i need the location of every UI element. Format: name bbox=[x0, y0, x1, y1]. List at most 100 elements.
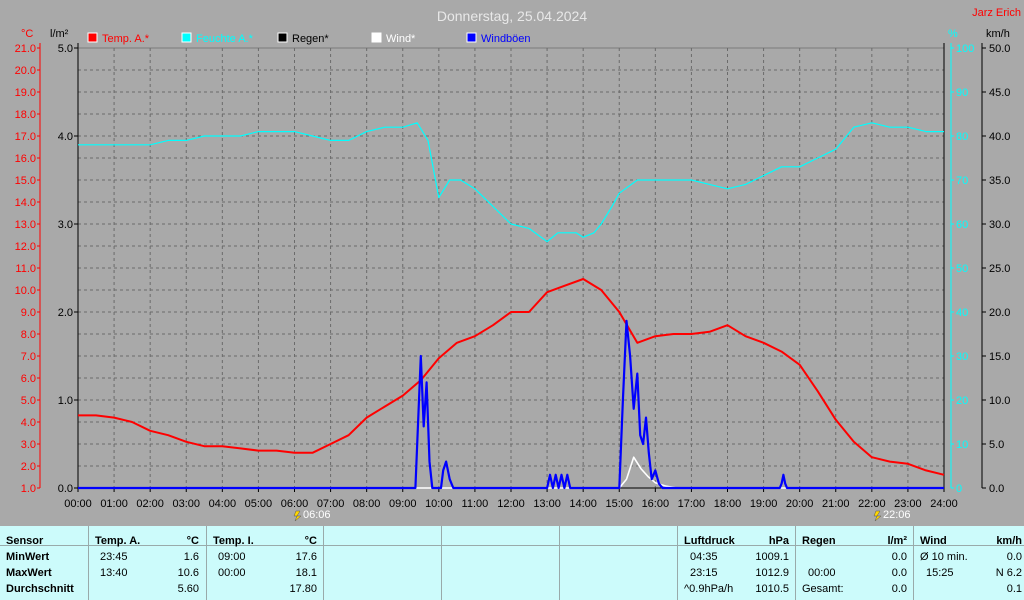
wind-axis-tick-label: 25.0 bbox=[989, 263, 1010, 275]
time-axis-tick-label: 07:00 bbox=[317, 498, 345, 510]
humidity-axis-tick-label: 90 bbox=[956, 87, 968, 99]
legend-label-rain: Regen* bbox=[292, 33, 329, 45]
series-line-temp-a bbox=[78, 278, 945, 476]
temp-a-max-value: 10.6 bbox=[177, 567, 199, 579]
wind-axis-tick-label: 50.0 bbox=[989, 43, 1010, 55]
temp-axis-tick-label: 9.0 bbox=[21, 307, 36, 319]
humidity-axis-tick-label: 0 bbox=[956, 483, 962, 495]
legend-label-wind: Wind* bbox=[386, 33, 416, 45]
legend-label-temp: Temp. A.* bbox=[102, 33, 150, 45]
time-axis-tick-label: 23:00 bbox=[894, 498, 922, 510]
time-axis-tick-label: 12:00 bbox=[497, 498, 525, 510]
wind-unit-label: km/h bbox=[986, 28, 1010, 40]
legend-item-humidity: Feuchte A.* bbox=[181, 32, 254, 45]
temp-axis-tick-label: 1.0 bbox=[21, 483, 36, 495]
weather-chart: 1.0 2.0 3.0 4.0 5.0 6.0 7.0 8.0 9.0 10.0 11.0 12.0 1… bbox=[15, 7, 1021, 522]
rain-unit-label: l/m² bbox=[50, 28, 69, 40]
series-line-feuchte-a bbox=[78, 122, 944, 243]
temp-i-header: Temp. I. bbox=[213, 535, 254, 547]
temp-axis-tick-label: 4.0 bbox=[21, 417, 36, 429]
rain-max-time: 00:00 bbox=[808, 567, 836, 579]
temp-a-avg-value: 5.60 bbox=[177, 583, 199, 595]
legend-swatch-humidity bbox=[181, 32, 192, 43]
temp-axis-tick-label: 11.0 bbox=[15, 263, 36, 275]
humidity-axis-tick-label: 20 bbox=[956, 395, 968, 407]
stats-divider bbox=[88, 526, 89, 600]
humidity-axis-tick-label: 30 bbox=[956, 351, 968, 363]
pressure-min-time: 04:35 bbox=[690, 551, 718, 563]
pressure-avg-value: 1010.5 bbox=[755, 583, 789, 595]
time-axis-tick-label: 16:00 bbox=[642, 498, 670, 510]
chart-grid bbox=[78, 48, 944, 488]
wind-axis-tick-label: 10.0 bbox=[989, 395, 1010, 407]
wind-avg10-value: 0.0 bbox=[1006, 551, 1022, 563]
temp-i-max-time: 00:00 bbox=[218, 567, 246, 579]
wind-axis-tick-label: 35.0 bbox=[989, 175, 1010, 187]
stats-divider bbox=[323, 526, 324, 600]
chart-legend: Temp. A.* Feuchte A.* Regen* Wind* Windb… bbox=[87, 32, 531, 45]
humidity-axis-tick-label: 40 bbox=[956, 307, 968, 319]
time-axis-tick-label: 24:00 bbox=[930, 498, 958, 510]
sunset-time: 22:06 bbox=[883, 509, 911, 521]
time-axis-tick-label: 00:00 bbox=[64, 498, 92, 510]
time-axis-tick-label: 04:00 bbox=[209, 498, 237, 510]
pressure-max-time: 23:15 bbox=[690, 567, 718, 579]
legend-label-humidity: Feuchte A.* bbox=[196, 33, 254, 45]
legend-item-gusts: Windböen bbox=[466, 32, 531, 45]
rain-axis-tick-label: 3.0 bbox=[58, 219, 73, 231]
temp-axis-tick-label: 10.0 bbox=[15, 285, 36, 297]
legend-swatch-gusts bbox=[466, 32, 477, 43]
time-axis-tick-label: 05:00 bbox=[245, 498, 273, 510]
time-axis-tick-label: 08:00 bbox=[353, 498, 381, 510]
time-axis-tick-label: 11:00 bbox=[462, 498, 489, 510]
temp-i-avg-value: 17.80 bbox=[289, 583, 317, 595]
rain-axis-tick-label: 0.0 bbox=[58, 483, 73, 495]
pressure-trend: ^0.9hPa/h bbox=[684, 583, 734, 595]
stats-divider bbox=[795, 526, 796, 600]
time-axis-tick-label: 03:00 bbox=[172, 498, 200, 510]
temp-axis-tick-label: 19.0 bbox=[15, 87, 36, 99]
time-axis-tick-label: 10:00 bbox=[425, 498, 453, 510]
temp-i-min-time: 09:00 bbox=[218, 551, 246, 563]
legend-item-rain: Regen* bbox=[277, 32, 329, 45]
temp-axis-tick-label: 12.0 bbox=[15, 241, 36, 253]
rain-unit: l/m² bbox=[887, 535, 907, 547]
legend-swatch-wind bbox=[371, 32, 382, 43]
stats-divider bbox=[441, 526, 442, 600]
wind-max-time: 15:25 bbox=[926, 567, 954, 579]
humidity-axis-tick-label: 10 bbox=[956, 439, 968, 451]
temp-i-min-value: 17.6 bbox=[295, 551, 317, 563]
temp-a-unit: °C bbox=[186, 535, 199, 547]
rain-min-value: 0.0 bbox=[891, 551, 907, 563]
pressure-max-value: 1012.9 bbox=[755, 567, 789, 579]
temp-a-header: Temp. A. bbox=[95, 535, 141, 547]
rain-total-value: 0.0 bbox=[891, 583, 907, 595]
time-axis-tick-label: 19:00 bbox=[750, 498, 778, 510]
chart-ticks: 1.0 2.0 3.0 4.0 5.0 6.0 7.0 8.0 9.0 10.0 11.0 12.0 1… bbox=[15, 43, 1011, 510]
time-axis-tick-label: 09:00 bbox=[389, 498, 417, 510]
sensor-header: Sensor bbox=[6, 535, 44, 547]
time-axis-tick-label: 15:00 bbox=[605, 498, 633, 510]
temp-axis-tick-label: 18.0 bbox=[15, 109, 36, 121]
humidity-unit-label: % bbox=[948, 28, 958, 40]
time-axis-tick-label: 06:00 bbox=[281, 498, 309, 510]
humidity-axis-tick-label: 50 bbox=[956, 263, 968, 275]
row-label-avg: Durchschnitt bbox=[6, 583, 74, 595]
wind-axis-tick-label: 15.0 bbox=[989, 351, 1010, 363]
stats-divider bbox=[559, 526, 560, 600]
chart-series bbox=[78, 122, 945, 490]
temp-axis-tick-label: 5.0 bbox=[21, 395, 36, 407]
stats-header-divider bbox=[0, 545, 1024, 546]
series-line-windb-en bbox=[78, 319, 944, 490]
humidity-axis-tick-label: 60 bbox=[956, 219, 968, 231]
sunset-marker: 22:06 bbox=[873, 509, 911, 522]
wind-unit: km/h bbox=[996, 535, 1022, 547]
temp-axis-tick-label: 16.0 bbox=[15, 153, 36, 165]
wind-axis-tick-label: 20.0 bbox=[989, 307, 1010, 319]
legend-label-gusts: Windböen bbox=[481, 33, 531, 45]
temp-axis-tick-label: 2.0 bbox=[21, 461, 36, 473]
time-axis-tick-label: 02:00 bbox=[136, 498, 164, 510]
rain-axis-tick-label: 5.0 bbox=[58, 43, 73, 55]
time-axis-tick-label: 18:00 bbox=[714, 498, 742, 510]
stats-divider bbox=[913, 526, 914, 600]
